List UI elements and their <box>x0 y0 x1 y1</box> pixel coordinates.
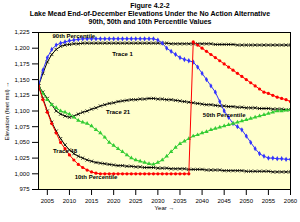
svg-text:Trace 1: Trace 1 <box>112 51 133 57</box>
svg-text:Trace 21: Trace 21 <box>106 109 131 115</box>
svg-text:1,150: 1,150 <box>14 77 30 83</box>
svg-text:2055: 2055 <box>262 198 276 204</box>
svg-text:2035: 2035 <box>173 198 187 204</box>
svg-text:1,100: 1,100 <box>14 108 30 114</box>
svg-text:50th Percentile: 50th Percentile <box>203 112 246 118</box>
svg-text:1,000: 1,000 <box>14 171 30 177</box>
svg-text:10th Percentile: 10th Percentile <box>75 174 118 180</box>
svg-text:1,050: 1,050 <box>14 139 30 145</box>
html-text:Lake Mead End-of-December Elev: Lake Mead End-of-December Elevations Und… <box>29 10 271 17</box>
svg-text:1,200: 1,200 <box>14 45 30 51</box>
svg-text:2060: 2060 <box>284 198 298 204</box>
svg-text:2025: 2025 <box>129 198 143 204</box>
svg-text:2010: 2010 <box>63 198 77 204</box>
svg-text:1,225: 1,225 <box>14 29 30 35</box>
svg-text:1,175: 1,175 <box>14 61 30 67</box>
svg-text:2020: 2020 <box>107 198 121 204</box>
svg-text:Trace 48: Trace 48 <box>53 148 78 154</box>
svg-text:Year →: Year → <box>155 205 175 211</box>
svg-text:Elevation (feet msl) →: Elevation (feet msl) → <box>4 81 10 140</box>
html-text:Figure 4.2-2: Figure 4.2-2 <box>130 2 170 9</box>
svg-text:1,075: 1,075 <box>14 124 30 130</box>
svg-text:2005: 2005 <box>41 198 55 204</box>
svg-text:2015: 2015 <box>85 198 99 204</box>
svg-text:975: 975 <box>19 186 30 192</box>
html-text:90th, 50th and 10th Percentile: 90th, 50th and 10th Percentile Values <box>88 18 212 25</box>
svg-text:2050: 2050 <box>240 198 254 204</box>
svg-text:2040: 2040 <box>195 198 209 204</box>
svg-text:2045: 2045 <box>218 198 232 204</box>
svg-text:2030: 2030 <box>151 198 165 204</box>
svg-text:1,025: 1,025 <box>14 155 30 161</box>
svg-text:90th Percentile: 90th Percentile <box>53 33 96 39</box>
svg-text:1,125: 1,125 <box>14 92 30 98</box>
